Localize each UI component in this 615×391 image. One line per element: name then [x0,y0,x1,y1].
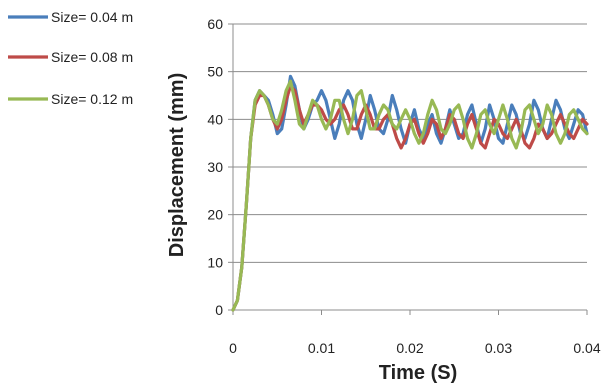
legend-label: Size= 0.12 m [51,91,133,107]
y-tick-label: 60 [207,16,223,32]
axes [228,23,588,315]
x-tick-labels: 0 0.01 0.02 0.03 0.04 [229,340,601,356]
y-tick-label: 0 [215,302,223,318]
legend-label: Size= 0.08 m [51,49,133,65]
y-tick-label: 20 [207,207,223,223]
series-line-3 [231,79,589,312]
grid-lines [233,23,587,263]
x-tick-label: 0.02 [396,340,423,356]
legend-label: Size= 0.04 m [51,9,133,25]
y-tick-label: 10 [207,254,223,270]
y-tick-label: 30 [207,159,223,175]
y-tick-label: 40 [207,111,223,127]
data-series [231,74,589,312]
x-tick-label: 0.01 [308,340,335,356]
y-tick-label: 50 [207,64,223,80]
y-tick-labels: 0 10 20 30 40 50 60 [207,16,223,318]
x-tick-label: 0 [229,340,237,356]
x-axis-title: Time (S) [379,362,458,384]
x-tick-label: 0.04 [573,340,600,356]
x-tick-label: 0.03 [485,340,512,356]
series-line-1 [231,74,589,312]
legend: Size= 0.04 m Size= 0.08 m Size= 0.12 m [8,9,133,107]
y-axis-title: Displacement (mm) [166,73,188,258]
